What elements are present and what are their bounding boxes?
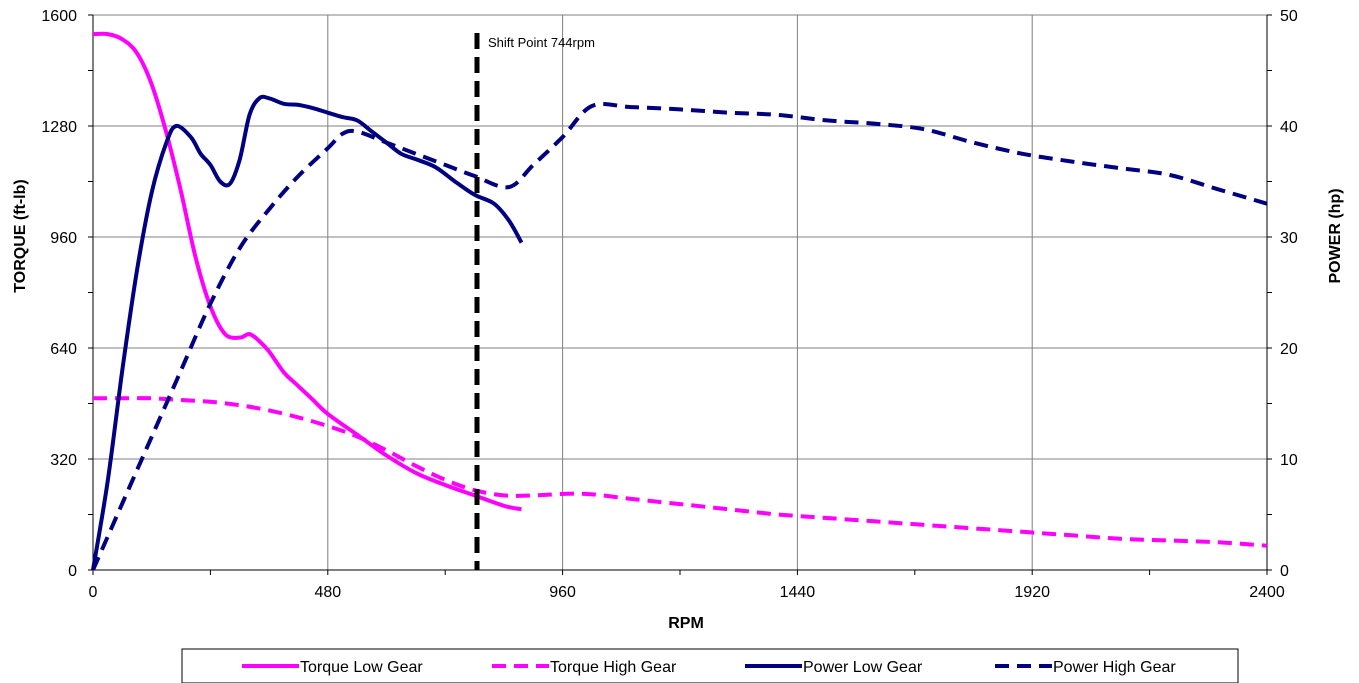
x-tick-label: 480 bbox=[314, 584, 341, 601]
y-tick-label: 960 bbox=[50, 230, 77, 247]
legend-label-torque-high-gear: Torque High Gear bbox=[550, 659, 677, 676]
shift-point-annotation: Shift Point 744rpm bbox=[474, 33, 595, 570]
x-tick-label: 1440 bbox=[780, 584, 816, 601]
y-axis-title: TORQUE (ft-lb) bbox=[12, 179, 29, 292]
y2-tick-label: 30 bbox=[1280, 230, 1298, 247]
series-line-torque-high-gear bbox=[93, 396, 1268, 548]
y2-tick-label: 50 bbox=[1280, 8, 1298, 25]
series-line-power-low-gear bbox=[91, 94, 524, 571]
x-tick-label: 960 bbox=[549, 584, 576, 601]
y2-tick-label: 10 bbox=[1280, 452, 1298, 469]
y2-tick-label: 0 bbox=[1280, 563, 1289, 580]
x-tick-label: 1920 bbox=[1014, 584, 1050, 601]
axes: 0 480 960 1440 1920 2400 0 320 640 960 1280 1600 0 10… bbox=[41, 8, 1297, 601]
series-line-power-high-gear bbox=[91, 101, 1268, 571]
y2-tick-label: 20 bbox=[1280, 341, 1298, 358]
x-tick-label: 2400 bbox=[1249, 584, 1285, 601]
legend-label-power-low-gear: Power Low Gear bbox=[803, 659, 923, 676]
y2-axis-title: POWER (hp) bbox=[1327, 188, 1344, 283]
series-line-torque-low-gear bbox=[92, 31, 522, 512]
x-tick-label: 0 bbox=[89, 584, 98, 601]
y-tick-label: 1600 bbox=[41, 8, 77, 25]
y-tick-label: 640 bbox=[50, 341, 77, 358]
legend-frame bbox=[181, 648, 1239, 683]
y-tick-label: 320 bbox=[50, 452, 77, 469]
series-lines bbox=[91, 31, 1268, 571]
legend-label-power-high-gear: Power High Gear bbox=[1053, 659, 1176, 676]
y2-tick-label: 40 bbox=[1280, 119, 1298, 136]
x-axis-title: RPM bbox=[668, 615, 704, 632]
legend: Torque Low Gear Torque High Gear Power Low… bbox=[181, 648, 1239, 683]
y-tick-label: 1280 bbox=[41, 119, 77, 136]
y-tick-label: 0 bbox=[68, 563, 77, 580]
legend-label-torque-low-gear: Torque Low Gear bbox=[300, 659, 423, 676]
shift-point-label: Shift Point 744rpm bbox=[488, 35, 595, 50]
